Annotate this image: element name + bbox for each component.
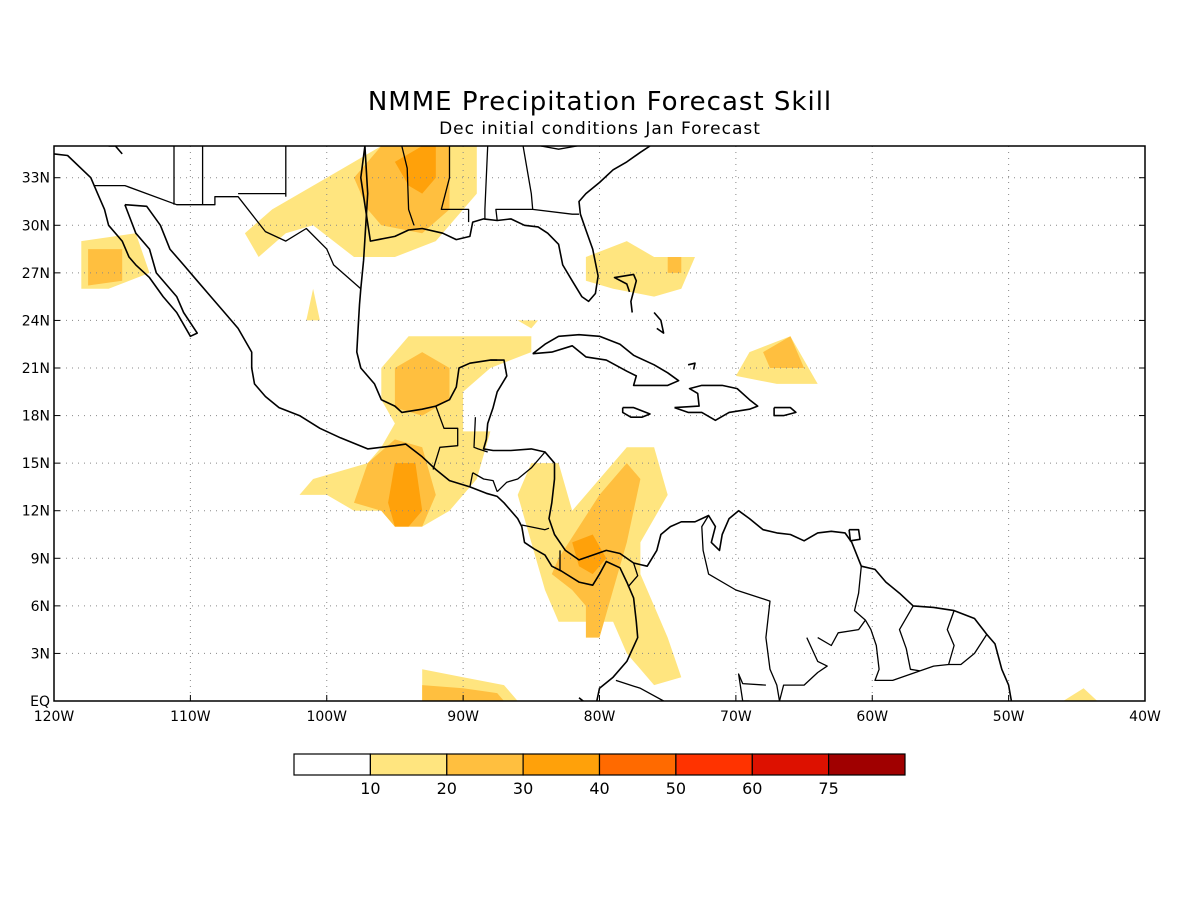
- skill-region-1: [88, 249, 123, 286]
- colorbar-label: 60: [742, 779, 762, 798]
- coastline-5: [674, 384, 759, 422]
- skill-region-17: [572, 534, 607, 575]
- colorbar-label: 20: [437, 779, 457, 798]
- skill-region-19: [422, 685, 504, 701]
- coastline-11: [687, 362, 696, 370]
- border-15: [496, 451, 555, 493]
- colorbar: 10 20 30 40 50 60 75: [293, 753, 906, 798]
- lon-tick-label: 40W: [1129, 709, 1161, 725]
- border-8: [495, 146, 534, 221]
- colorbar-label: 75: [818, 779, 838, 798]
- lat-tick-label: EQ: [30, 694, 50, 710]
- skill-region-11: [299, 336, 532, 527]
- coastline-10: [653, 311, 665, 334]
- coastline-3: [359, 146, 651, 303]
- lat-tick-label: 24N: [22, 313, 50, 329]
- lat-tick-label: 30N: [22, 218, 50, 234]
- coastline-0: [54, 153, 198, 338]
- border-20: [701, 515, 781, 701]
- border-14: [469, 472, 474, 488]
- lat-tick-label: 33N: [22, 171, 50, 187]
- lon-tick-label: 60W: [856, 709, 888, 725]
- map-subtitle: Dec initial conditions Jan Forecast: [439, 119, 761, 139]
- border-22: [853, 566, 921, 682]
- colorbar-swatch: [827, 753, 906, 776]
- border-0: [93, 184, 362, 290]
- coastline-8: [848, 528, 861, 542]
- colorbar-swatch: [675, 753, 753, 776]
- skill-region-5: [306, 288, 320, 321]
- border-24: [898, 605, 921, 672]
- colorbar-swatch: [751, 753, 830, 776]
- border-9: [532, 208, 579, 215]
- lat-tick-label: 3N: [31, 646, 50, 662]
- lon-tick-label: 110W: [170, 709, 211, 725]
- lon-tick-label: 80W: [584, 709, 616, 725]
- border-6: [440, 146, 470, 223]
- colorbar-swatch: [522, 753, 601, 776]
- lon-tick-label: 90W: [447, 709, 479, 725]
- map-title: NMME Precipitation Forecast Skill: [368, 87, 832, 117]
- skill-shading: [81, 146, 1098, 701]
- colorbar-label: 40: [589, 779, 609, 798]
- coastline-7: [773, 406, 797, 417]
- lat-tick-label: 27N: [22, 266, 50, 282]
- coastline-2: [355, 146, 1013, 701]
- coastline-9: [613, 273, 638, 313]
- political-borders: [93, 146, 988, 701]
- border-16: [521, 524, 550, 531]
- border-19: [615, 679, 664, 701]
- colorbar-swatch: [598, 753, 677, 776]
- border-26: [948, 634, 988, 666]
- border-21: [737, 673, 766, 701]
- colorbar-swatch: [293, 753, 372, 776]
- border-12: [473, 417, 488, 453]
- border-23: [817, 619, 866, 647]
- border-10: [540, 146, 581, 150]
- coastlines: [54, 146, 1013, 701]
- coastline-6: [621, 406, 651, 419]
- skill-region-6: [585, 241, 695, 297]
- lon-tick-label: 120W: [34, 709, 75, 725]
- border-5: [401, 146, 415, 226]
- axis-ticks: 120W 110W 100W 90W 80W 70W 60W 50W 40W EQ 3N 6N 9N 12…: [22, 171, 1161, 725]
- coastline-14: [578, 697, 585, 701]
- lat-tick-label: 9N: [31, 551, 50, 567]
- border-25: [919, 610, 955, 672]
- border-13: [472, 472, 498, 492]
- colorbar-label: 10: [360, 779, 380, 798]
- lat-tick-label: 18N: [22, 409, 50, 425]
- lat-tick-label: 6N: [31, 599, 50, 615]
- lon-tick-label: 100W: [306, 709, 347, 725]
- coastline-4: [532, 333, 680, 387]
- border-27: [778, 637, 828, 701]
- lat-tick-label: 12N: [22, 504, 50, 520]
- colorbar-swatch: [446, 753, 524, 776]
- skill-region-10: [763, 336, 805, 368]
- graticule: [54, 146, 1145, 701]
- colorbar-swatch: [369, 753, 448, 776]
- lon-tick-label: 70W: [720, 709, 752, 725]
- lat-tick-label: 15N: [22, 456, 50, 472]
- border-3: [238, 146, 287, 195]
- border-18: [627, 562, 639, 588]
- coastline-13: [108, 146, 123, 155]
- colorbar-label: 50: [666, 779, 686, 798]
- lat-tick-label: 21N: [22, 361, 50, 377]
- border-11: [432, 405, 459, 470]
- skill-region-8: [517, 320, 539, 329]
- border-7: [484, 146, 489, 219]
- skill-region-7: [667, 257, 682, 273]
- skill-region-20: [1063, 688, 1098, 701]
- lon-tick-label: 50W: [993, 709, 1025, 725]
- colorbar-label: 30: [513, 779, 533, 798]
